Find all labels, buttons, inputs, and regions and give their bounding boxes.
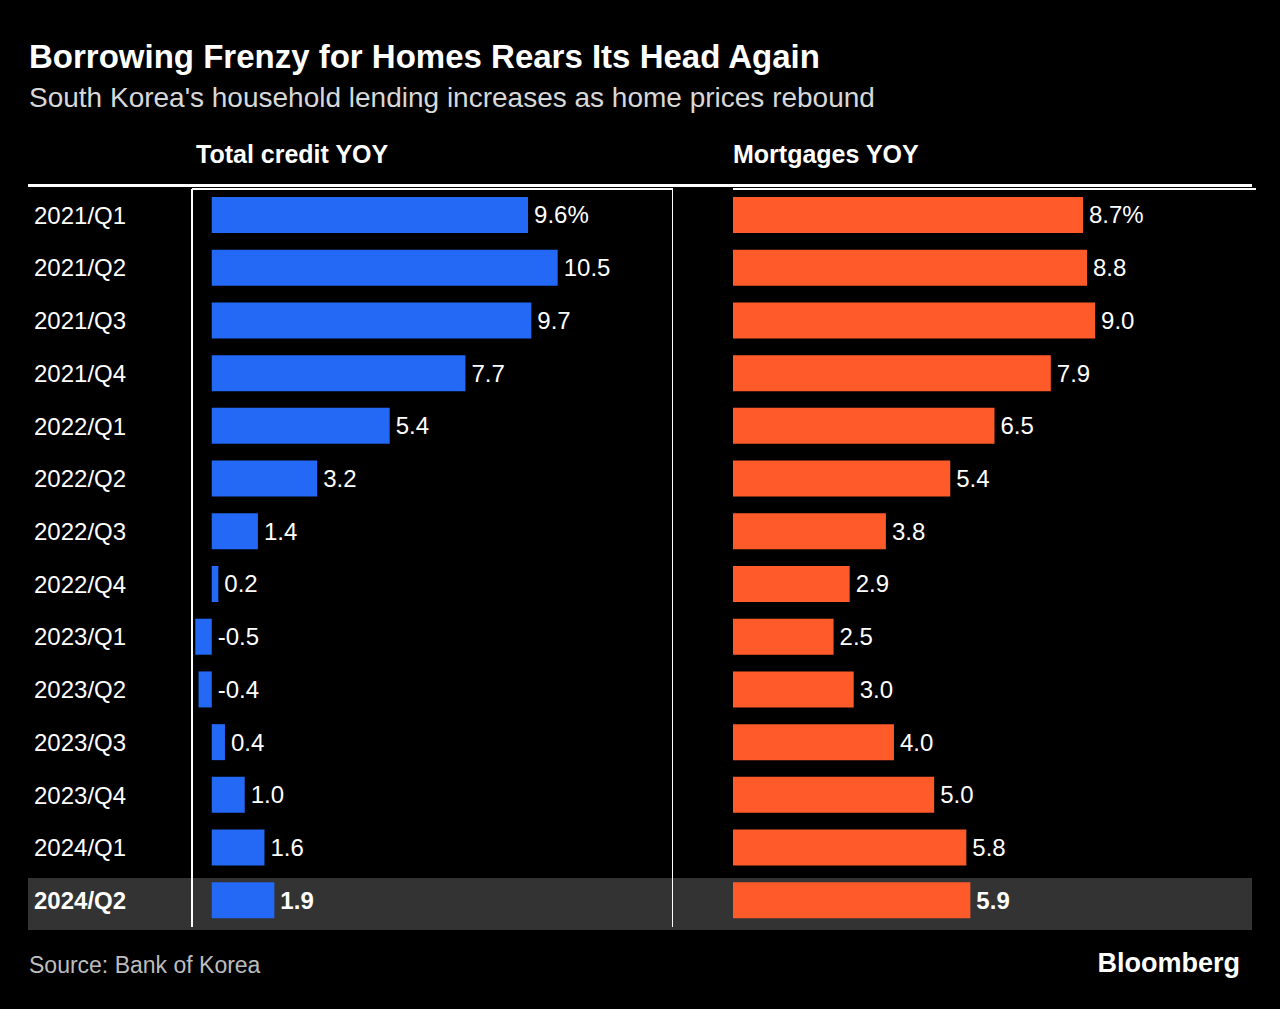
- svg-text:6.5: 6.5: [1001, 412, 1034, 439]
- svg-text:7.7: 7.7: [471, 360, 504, 387]
- svg-text:2023/Q2: 2023/Q2: [34, 676, 126, 703]
- html-text:Bloomberg: Bloomberg: [1097, 948, 1240, 978]
- svg-text:3.0: 3.0: [860, 676, 893, 703]
- svg-text:2024/Q2: 2024/Q2: [34, 887, 126, 914]
- html-text:Borrowing Frenzy for Homes Rea: Borrowing Frenzy for Homes Rears Its Hea…: [29, 38, 820, 75]
- svg-text:5.4: 5.4: [396, 412, 429, 439]
- html-text:Total credit YOY: Total credit YOY: [196, 140, 389, 168]
- svg-text:0.2: 0.2: [224, 570, 257, 597]
- svg-text:5.9: 5.9: [976, 887, 1009, 914]
- svg-text:8.7%: 8.7%: [1089, 201, 1144, 228]
- html-text:Source: Bank of Korea: Source: Bank of Korea: [29, 952, 261, 978]
- svg-text:0.4: 0.4: [231, 729, 264, 756]
- svg-text:1.0: 1.0: [251, 781, 284, 808]
- svg-text:2022/Q1: 2022/Q1: [34, 413, 126, 440]
- svg-text:5.0: 5.0: [940, 781, 973, 808]
- svg-text:9.7: 9.7: [537, 307, 570, 334]
- svg-text:2023/Q1: 2023/Q1: [34, 623, 126, 650]
- svg-text:2021/Q2: 2021/Q2: [34, 254, 126, 281]
- svg-text:2021/Q1: 2021/Q1: [34, 202, 126, 229]
- svg-text:2023/Q3: 2023/Q3: [34, 729, 126, 756]
- svg-text:1.6: 1.6: [270, 834, 303, 861]
- svg-text:9.0: 9.0: [1101, 307, 1134, 334]
- svg-text:3.8: 3.8: [892, 518, 925, 545]
- svg-text:2023/Q4: 2023/Q4: [34, 782, 126, 809]
- svg-text:10.5: 10.5: [564, 254, 611, 281]
- svg-text:2021/Q3: 2021/Q3: [34, 307, 126, 334]
- svg-text:4.0: 4.0: [900, 729, 933, 756]
- svg-text:2022/Q4: 2022/Q4: [34, 571, 126, 598]
- html-text:South Korea's household lendin: South Korea's household lending increase…: [29, 82, 875, 113]
- svg-text:-0.5: -0.5: [218, 623, 259, 650]
- svg-text:2021/Q4: 2021/Q4: [34, 360, 126, 387]
- svg-text:1.9: 1.9: [280, 887, 313, 914]
- svg-text:8.8: 8.8: [1093, 254, 1126, 281]
- svg-text:5.4: 5.4: [956, 465, 989, 492]
- svg-text:1.4: 1.4: [264, 518, 297, 545]
- svg-text:5.8: 5.8: [972, 834, 1005, 861]
- svg-text:2.5: 2.5: [840, 623, 873, 650]
- html-text:Mortgages YOY: Mortgages YOY: [733, 140, 919, 168]
- svg-text:2.9: 2.9: [856, 570, 889, 597]
- svg-text:2022/Q3: 2022/Q3: [34, 518, 126, 545]
- svg-text:3.2: 3.2: [323, 465, 356, 492]
- svg-text:-0.4: -0.4: [218, 676, 259, 703]
- svg-text:2024/Q1: 2024/Q1: [34, 834, 126, 861]
- svg-text:2022/Q2: 2022/Q2: [34, 465, 126, 492]
- svg-text:9.6%: 9.6%: [534, 201, 589, 228]
- svg-text:7.9: 7.9: [1057, 360, 1090, 387]
